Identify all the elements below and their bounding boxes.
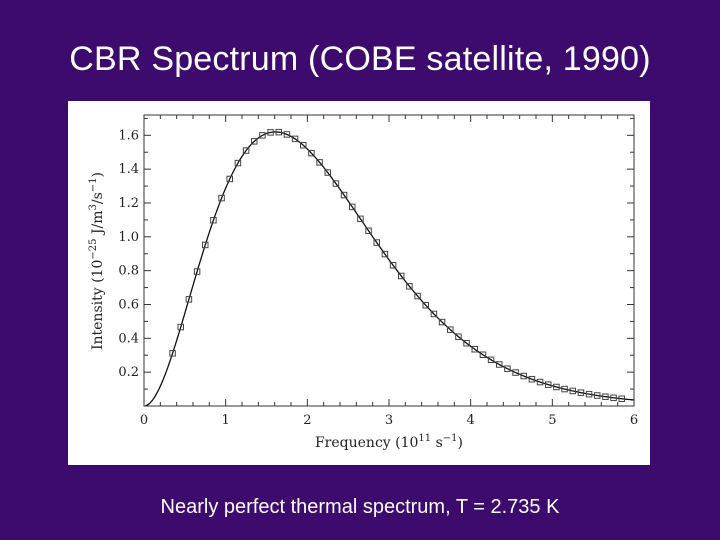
data-point xyxy=(594,392,601,399)
data-point xyxy=(218,194,225,202)
data-point xyxy=(259,132,266,139)
data-point xyxy=(536,378,544,386)
data-point xyxy=(438,318,446,326)
data-point xyxy=(618,395,625,402)
data-point xyxy=(242,147,250,154)
blackbody-fit-line xyxy=(145,131,635,407)
data-point xyxy=(496,361,503,368)
slide-caption: Nearly perfect thermal spectrum, T = 2.7… xyxy=(160,496,560,518)
data-point xyxy=(406,283,413,290)
data-point xyxy=(202,241,209,249)
tick-labels: 0 1 2 3 4 5 6 0.2 0.4 0.6 0.8 1.0 1.2 1.4 1.6 xyxy=(118,128,638,428)
data-point xyxy=(381,250,389,258)
data-point xyxy=(398,272,405,280)
data-point xyxy=(300,141,307,149)
data-point xyxy=(275,128,282,136)
data-point xyxy=(332,180,340,187)
data-point xyxy=(610,394,617,402)
data-point xyxy=(267,129,274,136)
data-point xyxy=(553,383,560,391)
data-point xyxy=(487,356,495,364)
y-tick-label: 0.6 xyxy=(118,297,139,312)
data-point xyxy=(316,159,323,166)
y-axis-title: Intensity (10−25 J/m3/s−1) xyxy=(88,172,106,350)
chart-panel: 0 1 2 3 4 5 6 0.2 0.4 0.6 0.8 1.0 1.2 1.4 1.6 Frequenc… xyxy=(68,101,650,465)
data-markers xyxy=(169,128,625,402)
data-point xyxy=(471,345,478,353)
data-point xyxy=(226,175,233,183)
x-tick-label: 2 xyxy=(303,413,311,428)
data-point xyxy=(463,339,470,347)
data-point xyxy=(177,323,184,331)
data-point xyxy=(251,138,258,145)
data-point xyxy=(430,310,438,318)
y-tick-label: 0.8 xyxy=(118,264,139,279)
data-point xyxy=(210,216,217,224)
data-point xyxy=(283,131,291,138)
data-point xyxy=(520,372,527,380)
y-tick-label: 0.4 xyxy=(118,331,139,346)
data-point xyxy=(577,389,585,396)
y-tick-label: 1.6 xyxy=(118,128,139,143)
data-point xyxy=(602,393,609,400)
data-point xyxy=(291,135,299,143)
data-point xyxy=(569,387,576,395)
data-point xyxy=(308,149,315,157)
x-tick-label: 6 xyxy=(630,413,638,428)
x-tick-label: 5 xyxy=(548,413,556,428)
data-point xyxy=(365,227,372,235)
data-point xyxy=(340,191,348,199)
y-tick-label: 1.2 xyxy=(118,196,139,211)
data-point xyxy=(504,365,511,372)
data-point xyxy=(234,159,242,167)
y-tick-label: 0.2 xyxy=(118,365,139,380)
cbr-spectrum-chart: 0 1 2 3 4 5 6 0.2 0.4 0.6 0.8 1.0 1.2 1.4 1.6 Frequenc… xyxy=(88,114,638,451)
data-point xyxy=(357,215,364,223)
x-tick-label: 4 xyxy=(467,413,475,428)
x-tick-label: 3 xyxy=(385,413,393,428)
data-point xyxy=(422,302,429,309)
data-point xyxy=(561,385,568,393)
slide-title: CBR Spectrum (COBE satellite, 1990) xyxy=(69,40,651,78)
data-point xyxy=(447,326,454,333)
x-tick-label: 0 xyxy=(140,413,148,428)
data-point xyxy=(512,369,519,376)
data-point xyxy=(479,351,487,359)
data-point xyxy=(585,390,593,398)
data-point xyxy=(349,203,356,211)
x-tick-label: 1 xyxy=(222,413,230,428)
data-point xyxy=(528,375,536,383)
y-tick-label: 1.0 xyxy=(118,230,139,245)
data-point xyxy=(324,169,331,176)
y-tick-label: 1.4 xyxy=(118,162,139,177)
x-axis-title: Frequency (1011 s−1) xyxy=(315,433,463,451)
axis-ticks xyxy=(143,115,635,406)
data-point xyxy=(185,296,193,303)
data-point xyxy=(169,350,176,357)
data-point xyxy=(389,262,397,269)
data-point xyxy=(545,381,552,388)
data-point xyxy=(193,268,201,275)
data-point xyxy=(455,333,462,340)
data-point xyxy=(373,239,380,246)
data-point xyxy=(414,292,421,300)
